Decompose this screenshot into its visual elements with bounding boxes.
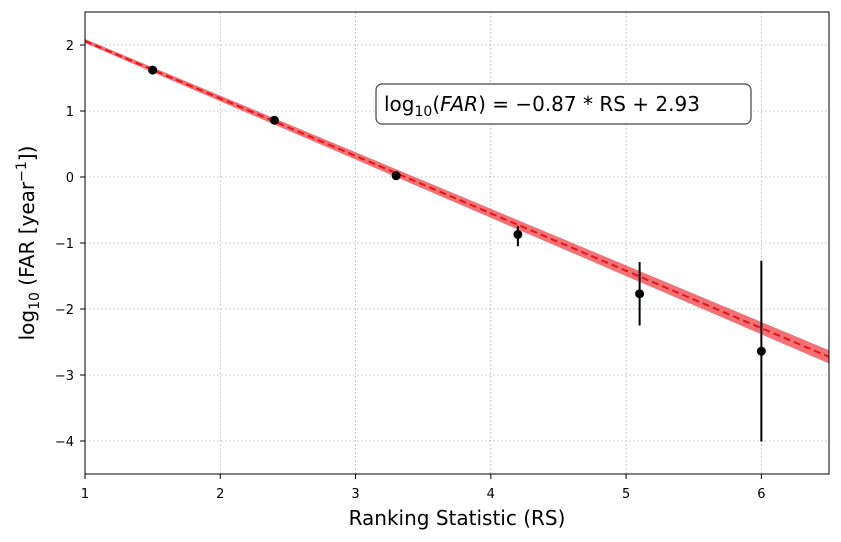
data-point [148, 65, 158, 75]
y-axis-label-middle: (FAR [year [15, 181, 39, 292]
annotation-text: log10(FAR) = −0.87 * RS + 2.93 [384, 92, 700, 120]
y-axis-label-superscript: −1 [14, 161, 30, 182]
y-tick-label: −1 [55, 237, 74, 252]
y-tick-label: −2 [55, 303, 74, 318]
annotation-open-paren: ( [432, 92, 440, 116]
fit-equation-annotation: log10(FAR) = −0.87 * RS + 2.93 [375, 83, 752, 125]
x-tick-label: 5 [622, 487, 630, 502]
x-axis-ticks: 1 2 3 4 5 6 [81, 474, 766, 502]
y-axis-label: log10 (FAR [year−1]) [14, 146, 43, 341]
grid [84, 12, 829, 474]
y-tick-label: −4 [55, 435, 74, 450]
y-axis-label-subscript: 10 [27, 292, 43, 310]
x-tick-label: 3 [351, 487, 359, 502]
annotation-subscript: 10 [415, 104, 433, 120]
annotation-log: log [384, 92, 415, 116]
annotation-rest: ) = −0.87 * RS + 2.93 [478, 92, 700, 116]
y-tick-label: 0 [66, 171, 74, 186]
annotation-box [375, 83, 752, 125]
fit-line [85, 40, 829, 358]
x-tick-label: 2 [216, 487, 224, 502]
x-tick-label: 1 [81, 487, 89, 502]
data-point [269, 115, 279, 125]
y-axis-label-suffix: ]) [15, 146, 39, 162]
y-tick-label: −3 [55, 369, 74, 384]
x-tick-label: 6 [757, 487, 765, 502]
data-point [513, 229, 523, 239]
data-point [635, 289, 645, 299]
data-points [148, 65, 766, 442]
y-axis-label-prefix: log [15, 310, 39, 341]
annotation-italic: FAR [440, 92, 478, 116]
y-axis-ticks: −4 −3 −2 −1 0 1 2 [55, 39, 85, 450]
plot-area [85, 39, 829, 442]
x-tick-label: 4 [487, 487, 495, 502]
fit-line-dashed [85, 40, 829, 358]
data-point [391, 171, 401, 181]
y-tick-label: 2 [66, 39, 74, 54]
data-point [756, 346, 766, 356]
x-axis-label: Ranking Statistic (RS) [349, 506, 566, 530]
y-tick-label: 1 [66, 105, 74, 120]
